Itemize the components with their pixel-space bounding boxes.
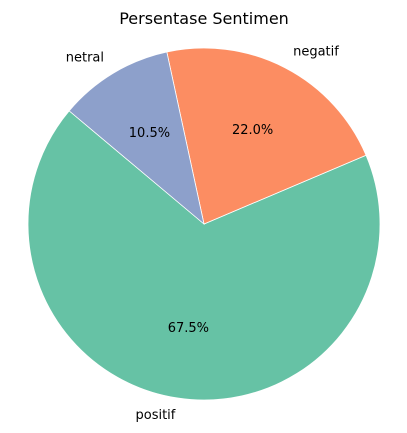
pie-slice-negatif xyxy=(166,47,367,225)
slice-label-netral: netral xyxy=(66,51,104,66)
chart-title: Persentase Sentimen xyxy=(119,9,289,28)
pie-slice-positif xyxy=(27,110,381,401)
pie-slices xyxy=(27,47,381,401)
slice-label-positif: positif xyxy=(135,408,175,423)
slice-label-negatif: negatif xyxy=(293,45,339,60)
slice-percent-positif: 67.5% xyxy=(168,321,209,336)
pie-labels: positif 67.5% negatif 22.0% netral 10.5% xyxy=(66,45,340,423)
pie-slice-netral xyxy=(68,51,205,226)
slice-percent-negatif: 22.0% xyxy=(232,123,273,138)
slice-percent-netral: 10.5% xyxy=(129,126,170,141)
